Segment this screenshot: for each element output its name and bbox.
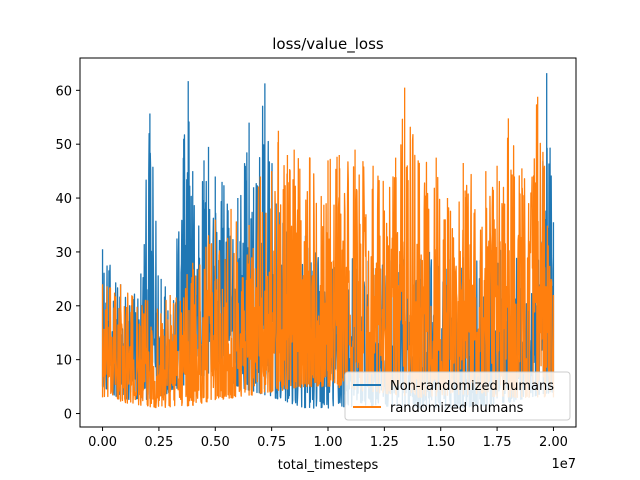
legend-box: [344, 371, 571, 421]
series-line-randomized: [101, 87, 555, 409]
x-tick-label: 0.50: [201, 435, 230, 450]
y-tick-label: 30: [55, 246, 72, 261]
y-tick-label: 40: [55, 192, 72, 207]
x-axis-scale-factor: 1e7: [551, 457, 576, 472]
x-tick-label: 1.25: [370, 435, 399, 450]
x-axis-ticks: 0.00 0.25 0.50 0.75 1.00 1.25 1.50 1.75 2.00: [88, 427, 568, 450]
legend: Non-randomized humans randomized humans: [344, 371, 571, 421]
y-tick-label: 10: [55, 354, 72, 369]
y-tick-label: 20: [55, 300, 72, 315]
y-axis-ticks: 0 10 20 30 40 50 60: [55, 84, 80, 423]
y-tick-label: 60: [55, 84, 72, 99]
x-tick-label: 1.75: [483, 435, 512, 450]
x-tick-label: 2.00: [539, 435, 568, 450]
series-layer: [101, 73, 555, 409]
chart-title: loss/value_loss: [272, 35, 384, 54]
legend-entry-non-randomized: Non-randomized humans: [390, 379, 554, 394]
y-tick-label: 50: [55, 138, 72, 153]
legend-entry-randomized: randomized humans: [390, 401, 524, 416]
y-tick-label: 0: [64, 408, 72, 423]
x-tick-label: 1.50: [426, 435, 455, 450]
x-tick-label: 0.00: [88, 435, 117, 450]
x-tick-label: 0.75: [257, 435, 286, 450]
x-tick-label: 0.25: [144, 435, 173, 450]
x-tick-label: 1.00: [314, 435, 343, 450]
x-axis-label: total_timesteps: [278, 458, 379, 473]
